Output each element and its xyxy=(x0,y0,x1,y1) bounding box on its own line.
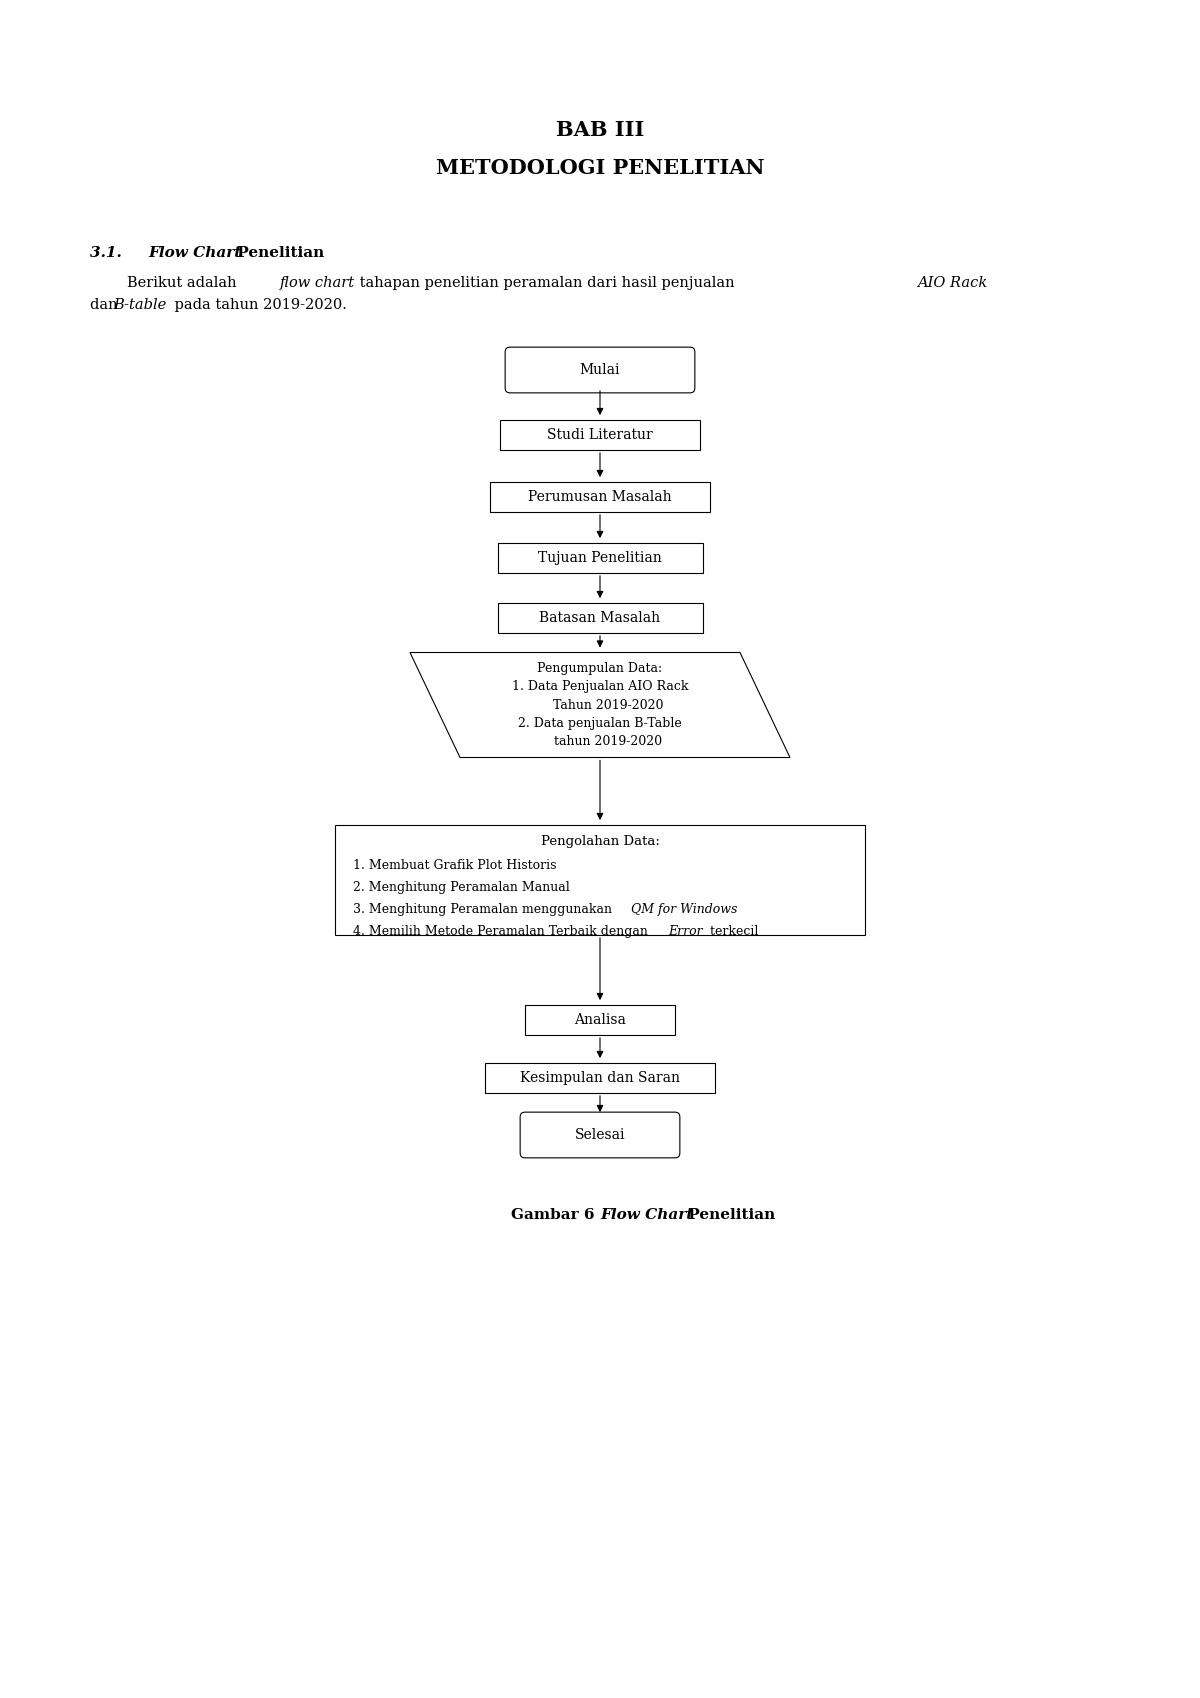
Text: Batasan Masalah: Batasan Masalah xyxy=(540,611,660,625)
Text: Mulai: Mulai xyxy=(580,363,620,377)
Text: 3.1.: 3.1. xyxy=(90,246,138,260)
Bar xyxy=(500,419,700,450)
Text: 2. Data penjualan B-Table: 2. Data penjualan B-Table xyxy=(518,717,682,730)
Bar xyxy=(498,543,702,572)
Text: tahapan penelitian peramalan dari hasil penjualan: tahapan penelitian peramalan dari hasil … xyxy=(355,277,739,290)
Text: Pengumpulan Data:: Pengumpulan Data: xyxy=(538,662,662,676)
FancyBboxPatch shape xyxy=(520,1112,680,1158)
Text: 3. Menghitung Peramalan menggunakan: 3. Menghitung Peramalan menggunakan xyxy=(353,903,616,915)
Text: BAB III: BAB III xyxy=(556,121,644,139)
Text: Flow Chart: Flow Chart xyxy=(600,1207,694,1223)
Text: pada tahun 2019-2020.: pada tahun 2019-2020. xyxy=(170,299,347,312)
Bar xyxy=(485,1063,715,1094)
Text: Selesai: Selesai xyxy=(575,1127,625,1143)
Text: Studi Literatur: Studi Literatur xyxy=(547,428,653,441)
Text: Flow Chart: Flow Chart xyxy=(148,246,241,260)
Text: Gambar 6: Gambar 6 xyxy=(511,1207,600,1223)
Bar xyxy=(526,1005,674,1036)
Text: Penelitian: Penelitian xyxy=(232,246,324,260)
Text: Pengolahan Data:: Pengolahan Data: xyxy=(540,834,660,847)
Text: Penelitian: Penelitian xyxy=(683,1207,775,1223)
Bar xyxy=(490,482,710,513)
Text: terkecil: terkecil xyxy=(706,924,758,937)
Text: tahun 2019-2020: tahun 2019-2020 xyxy=(538,735,662,747)
Text: Tujuan Penelitian: Tujuan Penelitian xyxy=(538,550,662,565)
Polygon shape xyxy=(410,652,790,757)
Text: dan: dan xyxy=(90,299,122,312)
Text: Kesimpulan dan Saran: Kesimpulan dan Saran xyxy=(520,1071,680,1085)
Text: B-table: B-table xyxy=(113,299,167,312)
Text: Berikut adalah: Berikut adalah xyxy=(90,277,241,290)
Text: Perumusan Masalah: Perumusan Masalah xyxy=(528,491,672,504)
FancyBboxPatch shape xyxy=(505,346,695,392)
Text: flow chart: flow chart xyxy=(280,277,355,290)
Text: 4. Memilih Metode Peramalan Terbaik dengan: 4. Memilih Metode Peramalan Terbaik deng… xyxy=(353,924,652,937)
Text: Error: Error xyxy=(668,924,703,937)
Text: 2. Menghitung Peramalan Manual: 2. Menghitung Peramalan Manual xyxy=(353,881,570,893)
Text: QM for Windows: QM for Windows xyxy=(631,903,737,915)
Text: Analisa: Analisa xyxy=(574,1014,626,1027)
Bar xyxy=(498,603,702,633)
Text: AIO Rack: AIO Rack xyxy=(917,277,988,290)
Bar xyxy=(335,825,865,936)
Text: METODOLOGI PENELITIAN: METODOLOGI PENELITIAN xyxy=(436,158,764,178)
Text: 1. Data Penjualan AIO Rack: 1. Data Penjualan AIO Rack xyxy=(511,681,689,693)
Text: 1. Membuat Grafik Plot Historis: 1. Membuat Grafik Plot Historis xyxy=(353,859,557,871)
Text: Tahun 2019-2020: Tahun 2019-2020 xyxy=(536,698,664,711)
